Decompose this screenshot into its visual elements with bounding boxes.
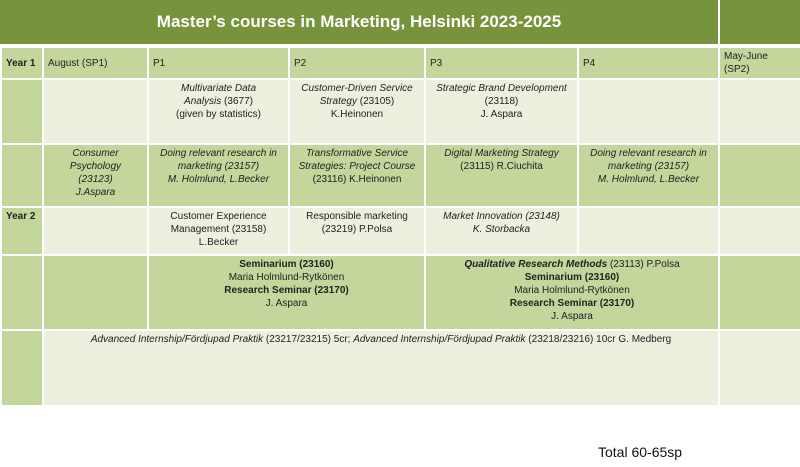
- course-digital-marketing: Digital Marketing Strategy (23115) R.Ciuc…: [424, 143, 579, 208]
- col-p2: P2: [288, 46, 426, 80]
- page-title: Master’s courses in Marketing, Helsinki …: [0, 0, 718, 44]
- header-row: Year 1 August (SP1) P1 P2 P3 P4 May-June…: [0, 46, 800, 80]
- course-market-innovation: Market Innovation (23148) K. Storbacka: [424, 206, 579, 256]
- col-august: August (SP1): [42, 46, 149, 80]
- table-row: Multivariate Data Analysis (3677) (given b…: [0, 78, 800, 145]
- seminar-block-2: Qualitative Research Methods (23113) P.P…: [424, 254, 720, 331]
- course-doing-research-p1: Doing relevant research in marketing (231…: [147, 143, 290, 208]
- course-schedule-table: Year 1 August (SP1) P1 P2 P3 P4 May-June…: [0, 46, 800, 407]
- year1-label: Year 1: [0, 46, 44, 80]
- course-transformative: Transformative Service Strategies: Projec…: [288, 143, 426, 208]
- course-customer-experience: Customer Experience Management (23158) L.B…: [147, 206, 290, 256]
- table-row: Year 2 Customer Experience Management (23…: [0, 206, 800, 256]
- title-bar-right: [720, 0, 800, 44]
- col-may-june: May-June (SP2): [718, 46, 800, 80]
- table-row: Seminarium (23160) Maria Holmlund-Rytköne…: [0, 254, 800, 331]
- col-p4: P4: [577, 46, 720, 80]
- course-doing-research-p4: Doing relevant research in marketing (231…: [577, 143, 720, 208]
- col-p1: P1: [147, 46, 290, 80]
- total-credits: Total 60-65sp: [598, 444, 683, 460]
- course-responsible-marketing: Responsible marketing (23219) P.Polsa: [288, 206, 426, 256]
- table-row: Consumer Psychology (23123) J.Aspara Doing …: [0, 143, 800, 208]
- seminar-block-1: Seminarium (23160) Maria Holmlund-Rytköne…: [147, 254, 426, 331]
- course-customer-driven: Customer-Driven Service Strategy (23105) K…: [288, 78, 426, 145]
- year2-label: Year 2: [0, 206, 44, 256]
- table-row: Advanced Internship/Fördjupad Praktik (2…: [0, 329, 800, 407]
- course-multivariate: Multivariate Data Analysis (3677) (given b…: [147, 78, 290, 145]
- internship-row: Advanced Internship/Fördjupad Praktik (2…: [42, 329, 720, 407]
- course-consumer-psychology: Consumer Psychology (23123) J.Aspara: [42, 143, 149, 208]
- col-p3: P3: [424, 46, 579, 80]
- course-strategic-brand: Strategic Brand Development (23118) J. Asp…: [424, 78, 579, 145]
